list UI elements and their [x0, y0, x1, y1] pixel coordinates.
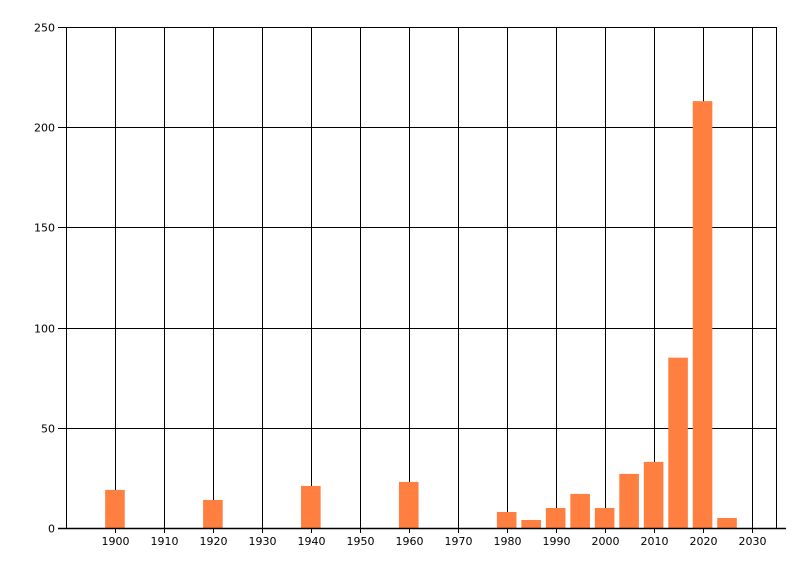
x-tick-label: 2000 — [592, 535, 620, 548]
bar-2020 — [692, 101, 713, 528]
bar-2005 — [619, 473, 639, 528]
bar-2010 — [643, 461, 664, 528]
y-tick-label: 0 — [48, 523, 55, 536]
x-tick-label: 1980 — [494, 535, 522, 548]
bar-1980 — [496, 511, 517, 528]
x-tick-label: 1960 — [396, 535, 424, 548]
x-tick-label: 1970 — [445, 535, 473, 548]
y-tick-label: 100 — [34, 323, 55, 336]
bar-2000 — [594, 507, 615, 528]
x-tick-label: 1950 — [347, 535, 375, 548]
y-tick-label: 250 — [34, 22, 55, 35]
y-tick-label: 150 — [34, 222, 55, 235]
x-tick-label: 2010 — [641, 535, 669, 548]
bar-1940 — [301, 485, 321, 528]
bar-1920 — [203, 499, 223, 528]
y-tick-label: 50 — [41, 423, 55, 436]
x-tick-label: 1920 — [200, 535, 228, 548]
x-tick-label: 1990 — [543, 535, 571, 548]
bar-1990 — [545, 507, 566, 528]
bar-1960 — [398, 481, 419, 528]
bar-1900 — [105, 489, 125, 528]
bar-1985 — [521, 519, 541, 528]
x-tick-label: 1910 — [151, 535, 179, 548]
y-tick-label: 200 — [34, 122, 55, 135]
x-tick-label: 1900 — [102, 535, 130, 548]
x-tick-label: 2020 — [690, 535, 718, 548]
x-tick-label: 1940 — [298, 535, 326, 548]
bar-2025 — [717, 517, 737, 528]
x-tick-label: 2030 — [739, 535, 767, 548]
x-tick-label: 1930 — [249, 535, 277, 548]
bar-1995 — [570, 493, 590, 528]
bar-2015 — [668, 357, 688, 528]
